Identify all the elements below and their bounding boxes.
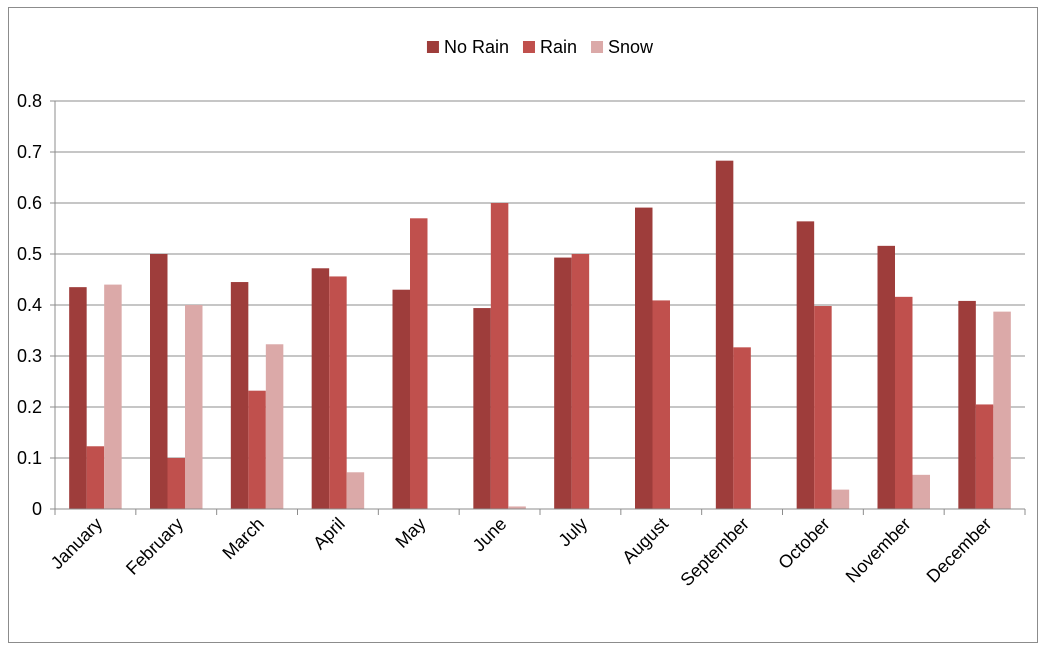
legend-label-rain: Rain bbox=[540, 37, 577, 57]
bar-rain-november bbox=[895, 296, 913, 509]
x-tick-label-february: February bbox=[122, 514, 187, 579]
bar-no-rain-february bbox=[150, 254, 168, 509]
y-tick-label: 0.3 bbox=[17, 346, 42, 366]
bar-snow-february bbox=[185, 305, 203, 509]
legend: No Rain Rain Snow bbox=[426, 37, 654, 57]
x-tick-label-january: January bbox=[47, 514, 106, 573]
x-tick-label-november: November bbox=[842, 514, 915, 587]
x-axis: January February March April May June July Augu… bbox=[47, 508, 1026, 590]
bars bbox=[69, 160, 1011, 510]
bar-no-rain-may bbox=[392, 289, 410, 509]
bar-rain-september bbox=[733, 347, 751, 509]
bar-rain-october bbox=[814, 306, 832, 509]
y-tick-label: 0.8 bbox=[17, 91, 42, 111]
bar-snow-january bbox=[104, 284, 122, 509]
bar-no-rain-july bbox=[554, 257, 572, 509]
legend-swatch-snow bbox=[591, 41, 604, 53]
bar-rain-may bbox=[410, 218, 428, 510]
legend-item-no-rain: No Rain bbox=[426, 37, 509, 57]
bar-rain-january bbox=[86, 446, 105, 509]
chart-frame bbox=[8, 7, 1038, 643]
bar-no-rain-december bbox=[958, 300, 976, 509]
bar-rain-december bbox=[975, 404, 994, 509]
y-axis: 0 0.1 0.2 0.3 0.4 0.5 0.6 0.7 0.8 bbox=[17, 91, 56, 519]
y-tick-label: 0.5 bbox=[17, 244, 42, 264]
bar-no-rain-march bbox=[230, 282, 249, 509]
bar-no-rain-september bbox=[715, 160, 734, 510]
bar-no-rain-october bbox=[796, 221, 815, 510]
legend-swatch-no-rain bbox=[426, 41, 439, 53]
x-tick-label-june: June bbox=[469, 514, 511, 556]
gridlines bbox=[55, 100, 1025, 459]
bar-rain-august bbox=[652, 300, 670, 509]
bar-rain-july bbox=[571, 254, 590, 509]
bar-no-rain-april bbox=[311, 268, 330, 509]
y-tick-label: 0 bbox=[32, 499, 42, 519]
y-tick-label: 0.1 bbox=[17, 448, 42, 468]
legend-item-snow: Snow bbox=[591, 37, 654, 57]
x-tick-label-october: October bbox=[774, 514, 833, 573]
legend-swatch-rain bbox=[522, 41, 535, 53]
x-tick-label-august: August bbox=[618, 514, 672, 568]
legend-label-no-rain: No Rain bbox=[444, 37, 509, 57]
bar-no-rain-january bbox=[69, 287, 87, 509]
bar-rain-april bbox=[329, 276, 347, 509]
x-tick-label-september: September bbox=[677, 514, 753, 590]
legend-item-rain: Rain bbox=[522, 37, 577, 57]
bar-snow-november bbox=[912, 474, 930, 509]
legend-label-snow: Snow bbox=[608, 37, 654, 57]
bar-rain-march bbox=[248, 390, 266, 509]
bar-rain-june bbox=[490, 203, 509, 509]
x-tick-label-july: July bbox=[554, 514, 591, 551]
y-tick-label: 0.2 bbox=[17, 397, 42, 417]
x-tick-label-december: December bbox=[923, 514, 996, 587]
y-tick-label: 0.6 bbox=[17, 193, 42, 213]
bar-no-rain-november bbox=[877, 245, 895, 509]
x-tick-label-march: March bbox=[218, 514, 268, 564]
bar-no-rain-august bbox=[635, 207, 653, 509]
bar-snow-december bbox=[993, 311, 1011, 509]
y-tick-label: 0.7 bbox=[17, 142, 42, 162]
bar-snow-april bbox=[346, 472, 365, 509]
y-tick-label: 0.4 bbox=[17, 295, 42, 315]
bar-no-rain-june bbox=[473, 308, 491, 509]
x-tick-label-april: April bbox=[309, 514, 349, 554]
bar-snow-june bbox=[508, 506, 526, 509]
bar-snow-march bbox=[265, 344, 284, 509]
bar-rain-february bbox=[167, 458, 185, 509]
x-tick-label-may: May bbox=[391, 514, 429, 552]
bar-snow-october bbox=[831, 489, 850, 509]
